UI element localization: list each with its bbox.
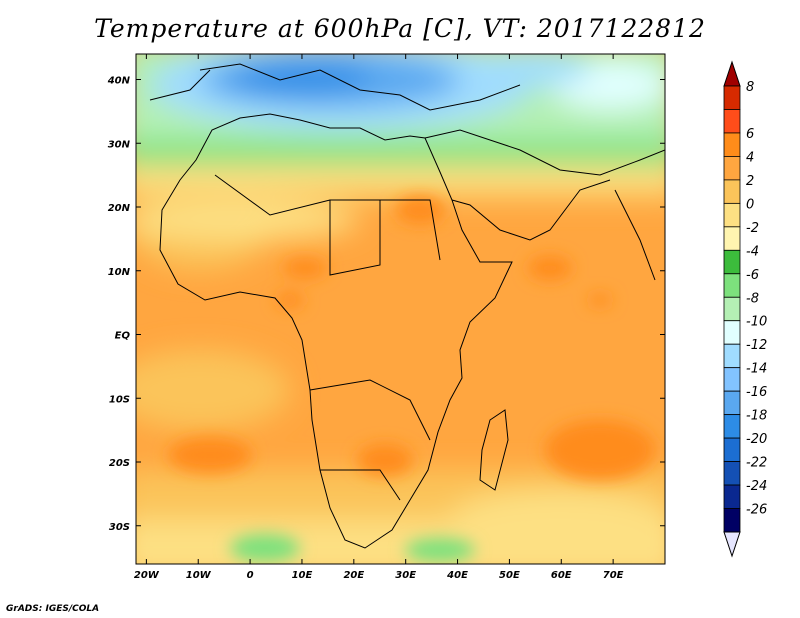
colorbar-label: -12 <box>746 338 767 353</box>
colorbar-bottom-arrow <box>723 531 741 558</box>
colorbar-label: -20 <box>746 432 767 447</box>
temperature-field <box>136 54 665 564</box>
colorbar-label: -6 <box>746 268 759 283</box>
x-tick-label: 10E <box>292 570 313 581</box>
colorbar-label: -22 <box>746 456 767 471</box>
colorbar-swatch <box>723 367 741 392</box>
colorbar-swatch <box>723 273 741 298</box>
colorbar-swatch <box>723 202 741 228</box>
x-tick-label: 40E <box>446 570 468 581</box>
colorbar-swatch <box>723 249 741 275</box>
colorbar-swatch <box>723 320 741 345</box>
colorbar-swatch <box>723 156 741 181</box>
y-tick-label: 30N <box>108 139 131 150</box>
credit-text: GrADS: IGES/COLA <box>6 604 100 614</box>
colorbar-label: -26 <box>746 503 767 518</box>
x-tick-label: 20W <box>134 570 160 581</box>
y-tick-label: EQ <box>115 331 131 342</box>
y-axis: 40N 30N 20N 10N EQ 10S 20S 30S <box>107 76 665 533</box>
colorbar-swatch <box>723 437 741 462</box>
colorbar-label: -24 <box>746 479 767 494</box>
colorbar-swatch <box>723 461 741 486</box>
colorbar-label: -8 <box>746 291 759 306</box>
x-tick-label: 30E <box>395 570 416 581</box>
colorbar-top-arrow <box>723 60 741 87</box>
x-tick-label: 20E <box>343 570 364 581</box>
colorbar-label: 8 <box>746 80 754 95</box>
x-tick-label: 0 <box>247 570 254 581</box>
x-tick-label: 70E <box>603 570 624 581</box>
y-tick-label: 10N <box>108 267 131 278</box>
y-tick-label: 20S <box>109 458 130 469</box>
colorbar-label: -16 <box>746 385 767 400</box>
y-tick-label: 40N <box>107 76 131 87</box>
colorbar: 8 6 4 2 0 -2 -4 -6 -8 -10 -12 -14 -16 -18 -20 -22 -24 -26 <box>723 60 767 558</box>
colorbar-swatch <box>723 85 741 110</box>
y-tick-label: 30S <box>109 522 130 533</box>
colorbar-swatch <box>723 343 741 369</box>
colorbar-swatch <box>723 132 741 157</box>
colorbar-swatch <box>723 296 741 322</box>
colorbar-swatch <box>723 484 741 509</box>
colorbar-label: -4 <box>746 244 759 259</box>
colorbar-swatch <box>723 109 741 134</box>
coastlines <box>149 63 665 549</box>
y-tick-label: 10S <box>109 394 130 405</box>
colorbar-label: -2 <box>746 221 759 236</box>
colorbar-label: 0 <box>746 197 754 212</box>
colorbar-label: 2 <box>746 174 754 189</box>
colorbar-label: -10 <box>746 315 767 330</box>
colorbar-label: 6 <box>746 127 754 142</box>
map-title: Temperature at 600hPa [C], VT: 201712281… <box>94 14 706 43</box>
y-tick-label: 20N <box>108 203 131 214</box>
colorbar-label: -18 <box>746 409 767 424</box>
x-tick-label: 60E <box>551 570 572 581</box>
x-tick-label: 10W <box>186 570 212 581</box>
colorbar-swatch <box>723 414 741 439</box>
colorbar-swatch <box>723 508 741 533</box>
colorbar-label: 4 <box>746 150 754 165</box>
colorbar-label: -14 <box>746 362 767 377</box>
x-tick-label: 50E <box>499 570 520 581</box>
colorbar-swatch <box>723 390 741 416</box>
colorbar-swatch <box>723 179 741 204</box>
colorbar-swatch <box>723 226 741 251</box>
map-frame <box>135 53 666 565</box>
x-axis: 20W 10W 0 10E 20E 30E 40E 50E 60E 70E <box>134 54 624 581</box>
